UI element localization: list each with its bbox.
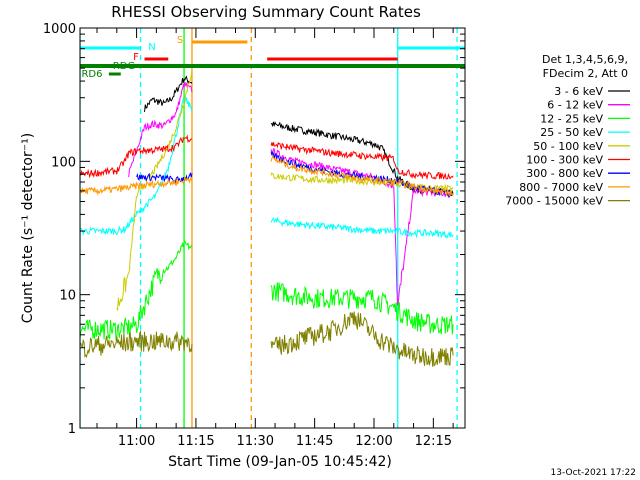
chart-title: RHESSI Observing Summary Count Rates — [111, 3, 421, 21]
legend-header-line1: Det 1,3,4,5,6,9, — [542, 53, 628, 66]
footer-timestamp: 13-Oct-2021 17:22 — [551, 468, 636, 478]
flag-label-rd6: RD6 — [81, 69, 102, 80]
x-axis-label: Start Time (09-Jan-05 10:45:42) — [168, 454, 392, 470]
legend-header-line2: FDecim 2, Att 0 — [543, 67, 628, 80]
y-tick-label-2: 100 — [51, 155, 76, 170]
x-tick-label-0: 11:00 — [118, 434, 155, 449]
plot-area — [80, 28, 465, 428]
series-line-2-0 — [80, 239, 193, 341]
flag-label-f: F — [133, 52, 139, 63]
plot-frame — [79, 27, 466, 429]
legend-label-0: 3 - 6 keV — [554, 85, 603, 98]
x-tick-label-1: 11:15 — [177, 434, 214, 449]
x-tick-label-4: 12:00 — [355, 434, 392, 449]
flag-label-rdg: RDG — [113, 61, 135, 72]
series-line-0-1 — [270, 121, 454, 198]
y-tick-labels: 1 10 100 1000 — [43, 22, 76, 437]
y-tick-label-3: 1000 — [43, 22, 76, 37]
series-line-5-1 — [270, 141, 454, 181]
series-line-8-0 — [80, 329, 193, 359]
legend-label-5: 100 - 300 keV — [526, 154, 603, 167]
series-line-8-1 — [270, 311, 454, 367]
series-line-1-1 — [270, 148, 454, 306]
x-tick-label-3: 11:45 — [296, 434, 333, 449]
legend-label-4: 50 - 100 keV — [533, 140, 603, 153]
series-line-3-1 — [270, 216, 454, 239]
y-tick-label-0: 1 — [68, 422, 76, 437]
x-tick-label-2: 11:30 — [237, 434, 274, 449]
legend-label-8: 7000 - 15000 keV — [505, 195, 603, 208]
flag-label-s: S — [177, 35, 183, 46]
series-line-1-0 — [128, 81, 193, 178]
series-line-4-0 — [116, 68, 193, 312]
series-line-7-1 — [270, 154, 454, 197]
series-line-2-1 — [270, 282, 454, 335]
y-axis-label: Count Rate (s⁻¹ detector⁻¹) — [20, 133, 36, 323]
legend-label-2: 12 - 25 keV — [540, 112, 603, 125]
legend-label-1: 6 - 12 keV — [547, 99, 603, 112]
legend-label-7: 800 - 7000 keV — [519, 181, 603, 194]
series-line-6-0 — [136, 171, 193, 185]
legend-label-6: 300 - 800 keV — [526, 167, 603, 180]
x-tick-labels: 11:00 11:15 11:30 11:45 12:00 12:15 — [118, 434, 452, 449]
series-line-5-0 — [80, 134, 193, 179]
legend: Det 1,3,4,5,6,9, FDecim 2, Att 0 3 - 6 k… — [505, 53, 630, 208]
legend-label-3: 25 - 50 keV — [540, 126, 603, 139]
series-line-0-0 — [144, 75, 193, 112]
flag-label-n: N — [148, 42, 155, 53]
series-line-3-0 — [80, 95, 193, 236]
y-tick-label-1: 10 — [59, 289, 76, 304]
series-line-7-0 — [80, 177, 193, 196]
x-tick-label-5: 12:15 — [415, 434, 452, 449]
axis-ticks — [80, 27, 465, 429]
